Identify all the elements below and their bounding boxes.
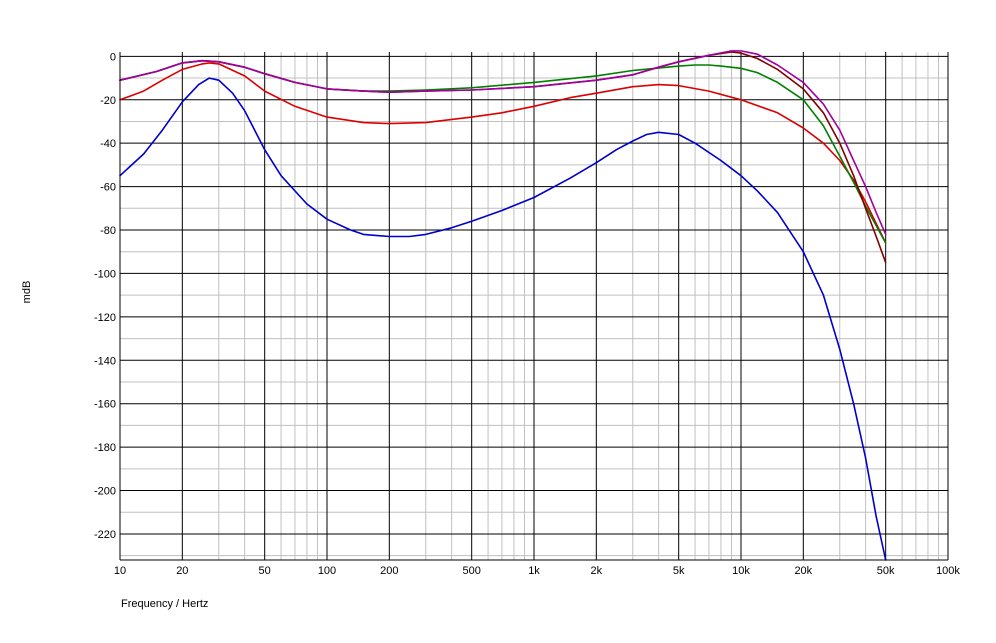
y-tick-label: -60 (100, 182, 116, 194)
y-tick-label: -40 (100, 138, 116, 150)
x-axis-label: Frequency / Hertz (121, 598, 208, 610)
x-tick-label: 1k (528, 565, 540, 577)
y-tick-label: -200 (94, 486, 116, 498)
y-tick-label: -80 (100, 225, 116, 237)
y-tick-label: -180 (94, 442, 116, 454)
x-tick-label: 50k (877, 565, 895, 577)
x-tick-label: 20 (176, 565, 188, 577)
y-tick-label: -20 (100, 95, 116, 107)
minor-gridlines (120, 52, 948, 560)
series-line-5 (119, 50, 887, 236)
x-tick-label: 5k (673, 565, 685, 577)
x-tick-label: 500 (463, 565, 481, 577)
x-tick-label: 2k (591, 565, 603, 577)
y-tick-label: -140 (94, 355, 116, 367)
series-line-1 (119, 77, 887, 561)
series-line-2 (119, 62, 887, 244)
y-tick-label: 0 (110, 51, 116, 63)
axis-frame (119, 52, 948, 561)
y-tick-label: -100 (94, 268, 116, 280)
x-tick-label: 50 (259, 565, 271, 577)
x-tick-label: 100 (318, 565, 336, 577)
x-tick-label: 20k (794, 565, 812, 577)
x-tick-label: 100k (936, 565, 960, 577)
x-tick-label: 10 (114, 565, 126, 577)
y-axis-label: mdB (21, 281, 33, 304)
y-tick-labels: 0 -20 -40 -60 -80 -100 -120 -140 -160 -180 -200 -22… (94, 51, 116, 541)
y-tick-label: -220 (94, 529, 116, 541)
x-tick-label: 200 (380, 565, 398, 577)
series-layer (119, 50, 887, 561)
x-tick-label: 10k (732, 565, 750, 577)
major-gridlines (119, 52, 949, 560)
x-tick-labels: 10 20 50 100 200 500 1k 2k 5k 10k 20k 50k 100k (114, 565, 961, 577)
y-tick-label: -120 (94, 312, 116, 324)
y-tick-label: -160 (94, 399, 116, 411)
